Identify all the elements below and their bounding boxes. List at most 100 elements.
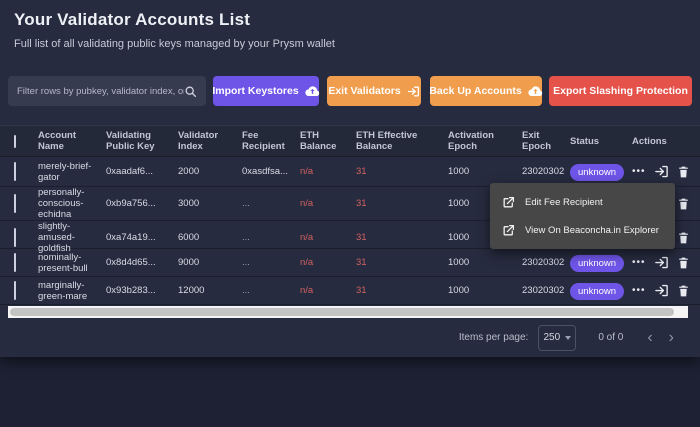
activation-epoch: 1000	[448, 198, 470, 209]
col-validator-index: Validator Index	[178, 130, 219, 152]
delete-account-button[interactable]	[677, 231, 690, 245]
account-name: slightly-amused-goldfish	[38, 221, 75, 254]
exit-epoch: 23020302	[522, 285, 565, 296]
col-eth-effective-balance: ETH Effective Balance	[356, 130, 418, 152]
col-account-name: Account Name	[38, 130, 76, 152]
exit-validator-button[interactable]	[654, 283, 669, 298]
previous-page-button[interactable]: ‹	[647, 328, 653, 346]
row-checkbox[interactable]	[14, 280, 16, 300]
more-options-button[interactable]: •••	[632, 285, 646, 296]
delete-account-button[interactable]	[677, 256, 690, 270]
more-options-button[interactable]: •••	[632, 257, 646, 268]
validator-table: Account Name Validating Public Key Valid…	[0, 125, 700, 305]
activation-epoch: 1000	[448, 257, 470, 268]
menu-item-label: View On Beaconcha.in Explorer	[525, 224, 659, 236]
exit-icon	[654, 256, 668, 269]
menu-item-view-explorer[interactable]: View On Beaconcha.in Explorer	[490, 216, 675, 244]
col-fee-recipient: Fee Recipient	[242, 130, 285, 152]
delete-account-button[interactable]	[677, 284, 690, 298]
col-eth-balance: ETH Balance	[300, 130, 337, 152]
status-badge[interactable]: unknown	[570, 283, 625, 300]
row-context-menu: Edit Fee Recipient View On Beaconcha.in …	[490, 183, 675, 249]
col-status: Status	[570, 135, 600, 147]
account-name: personally-conscious-echidna	[38, 187, 85, 220]
activation-epoch: 1000	[448, 166, 470, 177]
table-row: merely-brief-gator 0xaadaf6... 2000 0xas…	[0, 157, 700, 187]
validator-index: 3000	[178, 198, 200, 209]
eth-effective-balance: 31	[356, 166, 367, 177]
eth-effective-balance: 31	[356, 198, 367, 209]
exit-icon	[654, 165, 668, 178]
select-all-checkbox[interactable]	[14, 134, 16, 148]
col-activation-epoch: Activation Epoch	[448, 130, 494, 152]
horizontal-scrollbar-track[interactable]	[8, 306, 688, 318]
row-checkbox[interactable]	[14, 252, 16, 272]
back-up-accounts-button[interactable]: Back Up Accounts	[429, 76, 542, 106]
items-per-page-select[interactable]: 250	[538, 324, 577, 351]
horizontal-scrollbar-thumb[interactable]	[10, 308, 674, 316]
exit-epoch: 23020302	[522, 257, 565, 268]
menu-item-edit-fee-recipient[interactable]: Edit Fee Recipient	[490, 188, 675, 216]
col-validating-public-key: Validating Public Key	[106, 130, 155, 152]
eth-balance: n/a	[300, 166, 314, 177]
filter-box	[8, 76, 206, 106]
exit-validators-label: Exit Validators	[328, 85, 401, 97]
next-page-button[interactable]: ›	[668, 328, 674, 346]
external-link-icon	[502, 224, 515, 237]
public-key: 0xb9a756...	[106, 198, 156, 209]
trash-icon	[678, 166, 688, 177]
eth-balance: n/a	[300, 257, 314, 268]
validator-index: 12000	[178, 285, 205, 296]
row-checkbox[interactable]	[14, 193, 16, 213]
exit-validators-button[interactable]: Exit Validators	[327, 76, 421, 106]
row-checkbox[interactable]	[14, 227, 16, 247]
delete-account-button[interactable]	[677, 197, 690, 211]
account-name: merely-brief-gator	[38, 160, 92, 183]
fee-recipient: ...	[242, 285, 250, 296]
more-options-button[interactable]: •••	[632, 166, 646, 177]
eth-effective-balance: 31	[356, 285, 367, 296]
import-keystores-button[interactable]: Import Keystores	[212, 76, 319, 106]
delete-account-button[interactable]	[677, 165, 690, 179]
exit-validator-button[interactable]	[654, 164, 669, 179]
page-title: Your Validator Accounts List	[14, 10, 251, 29]
fee-recipient: ...	[242, 198, 250, 209]
items-per-page-label: Items per page:	[458, 332, 529, 343]
fee-recipient: ...	[242, 232, 250, 243]
exit-icon	[654, 284, 668, 297]
trash-icon	[678, 257, 688, 268]
back-up-accounts-label: Back Up Accounts	[429, 85, 522, 97]
trash-icon	[678, 198, 688, 209]
table-row: marginally-green-mare 0x93b283... 12000 …	[0, 277, 700, 305]
eth-effective-balance: 31	[356, 232, 367, 243]
account-name: marginally-green-mare	[38, 279, 88, 302]
items-per-page-value: 250	[543, 332, 561, 343]
accounts-panel: Your Validator Accounts List Full list o…	[0, 0, 700, 357]
trash-icon	[678, 285, 688, 296]
activation-epoch: 1000	[448, 232, 470, 243]
import-keystores-label: Import Keystores	[212, 85, 299, 97]
table-row: nominally-present-bull 0x8d4d65... 9000 …	[0, 249, 700, 277]
exit-validator-button[interactable]	[654, 255, 669, 270]
account-name: nominally-present-bull	[38, 251, 88, 274]
eth-balance: n/a	[300, 232, 314, 243]
paginator: Items per page: 250 0 of 0 ‹ ›	[0, 318, 700, 357]
status-badge[interactable]: unknown	[570, 255, 625, 272]
menu-item-label: Edit Fee Recipient	[525, 196, 603, 208]
status-badge[interactable]: unknown	[570, 164, 625, 181]
fee-recipient: ...	[242, 257, 250, 268]
row-checkbox[interactable]	[14, 161, 16, 181]
export-slashing-label: Export Slashing Protection	[553, 85, 688, 97]
eth-balance: n/a	[300, 285, 314, 296]
eth-balance: n/a	[300, 198, 314, 209]
external-link-icon	[502, 196, 515, 209]
activation-epoch: 1000	[448, 285, 470, 296]
col-actions: Actions	[632, 135, 667, 147]
filter-input[interactable]	[17, 85, 184, 97]
table-header-row: Account Name Validating Public Key Valid…	[0, 125, 700, 157]
eth-effective-balance: 31	[356, 257, 367, 268]
export-slashing-protection-button[interactable]: Export Slashing Protection	[549, 76, 692, 106]
fee-recipient: 0xasdfsa...	[242, 166, 288, 177]
public-key: 0xa74a19...	[106, 232, 156, 243]
trash-icon	[678, 232, 688, 243]
